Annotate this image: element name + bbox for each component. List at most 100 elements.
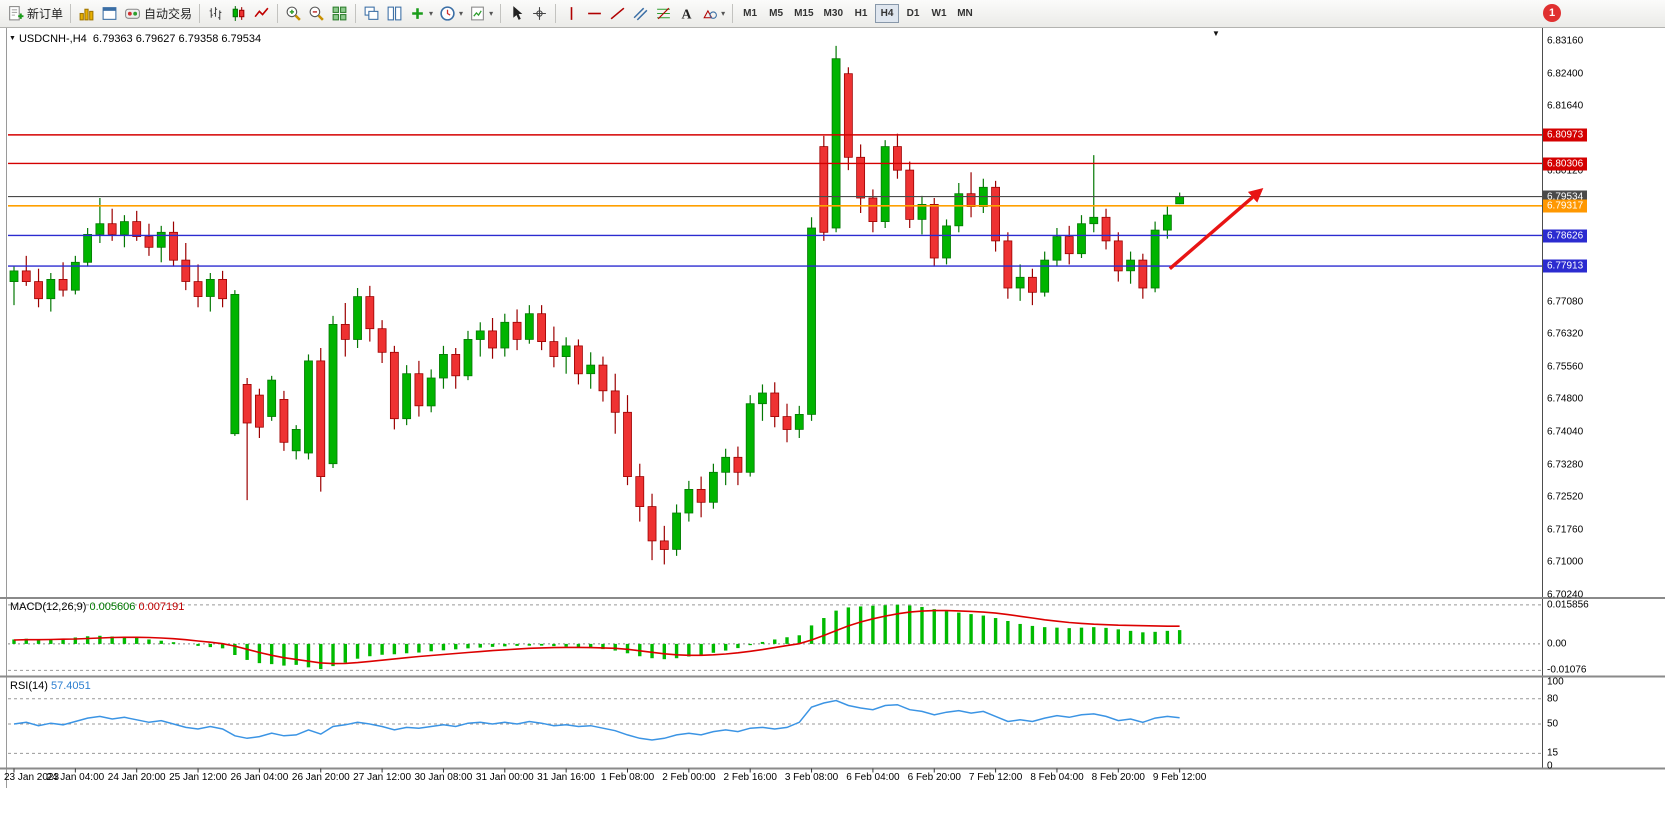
horizontal-lines[interactable] <box>8 134 1542 267</box>
cascade-windows-button[interactable] <box>360 3 383 24</box>
time-axis-label: 6 Feb 04:00 <box>846 772 900 783</box>
market-watch-icon <box>79 8 94 21</box>
macd-axis-label: -0.01076 <box>1547 664 1587 676</box>
horizontal-line-icon <box>588 12 601 15</box>
price-badge: 6.79317 <box>1543 199 1588 213</box>
new-order-button[interactable]: 新订单 <box>4 3 66 24</box>
data-window-button[interactable] <box>98 3 121 24</box>
crosshair-button[interactable] <box>528 3 551 24</box>
toolbar-separator <box>70 4 72 23</box>
auto-trading-button[interactable]: 自动交易 <box>121 3 195 24</box>
chart-title: ▼ USDCNH-,H4 6.79363 6.79627 6.79358 6.79… <box>9 33 261 45</box>
chevron-down-icon: ▾ <box>489 9 494 18</box>
macd-histogram <box>12 604 1182 670</box>
price-axis-label: 6.70240 <box>1547 589 1584 601</box>
indicators-button[interactable]: ▾ <box>406 3 436 24</box>
timeframe-m5-button[interactable]: M5 <box>769 8 784 19</box>
time-axis-label: 1 Feb 08:00 <box>600 772 655 783</box>
periods-button[interactable]: ▾ <box>436 3 466 24</box>
shapes-button[interactable]: ▾ <box>698 3 728 24</box>
toolbar-separator <box>277 4 279 23</box>
market-watch-button[interactable] <box>75 3 98 24</box>
macd-signal-value: 0.007191 <box>138 601 185 613</box>
chevron-down-icon: ▾ <box>721 9 726 18</box>
toolbar-separator <box>500 4 502 23</box>
macd-axis-label: 0.00 <box>1547 638 1567 650</box>
macd-axis-label: 0.015856 <box>1547 599 1589 611</box>
time-axis-label: 8 Feb 04:00 <box>1030 772 1084 783</box>
timeframe-m15-button[interactable]: M15 <box>794 8 814 19</box>
text-button[interactable]: A <box>675 3 698 24</box>
toolbar-button-label: 新订单 <box>27 6 64 21</box>
indicators-icon <box>412 8 423 19</box>
rsi-value: 57.4051 <box>50 680 91 692</box>
channel-button[interactable] <box>629 3 652 24</box>
tile-windows-button[interactable] <box>328 3 351 24</box>
clock-icon <box>440 6 455 21</box>
toolbar-items: 新订单 自动交易 ▾ ▾ ▾ A ▾ M1 M5 M15 M30 H1 H4 D1 W1 MN <box>4 0 978 27</box>
bar-chart-icon <box>209 7 222 20</box>
time-axis-label: 26 Jan 20:00 <box>291 772 350 783</box>
macd-name: MACD(12,26,9) <box>10 601 87 613</box>
candlestick-button[interactable] <box>227 3 250 24</box>
chevron-down-icon: ▾ <box>459 9 464 18</box>
timeframe-h4-button[interactable]: H4 <box>875 4 899 23</box>
price-axis-label: 6.82400 <box>1547 68 1584 80</box>
vertical-line-button[interactable] <box>560 3 583 24</box>
time-axis-label: 24 Jan 04:00 <box>46 772 105 783</box>
bar-chart-button[interactable] <box>204 3 227 24</box>
time-axis-label: 26 Jan 04:00 <box>230 772 289 783</box>
data-window-icon <box>102 7 117 20</box>
toolbar-separator <box>555 4 557 23</box>
time-axis-ticks <box>13 768 1181 773</box>
fibonacci-button[interactable] <box>652 3 675 24</box>
indicator-gridlines <box>8 604 1542 754</box>
time-axis-label: 2 Feb 00:00 <box>662 772 716 783</box>
timeframe-w1-button[interactable]: W1 <box>931 8 947 19</box>
price-axis-label: 6.76320 <box>1547 328 1584 340</box>
cursor-icon <box>513 6 523 20</box>
timeframe-mn-button[interactable]: MN <box>957 8 973 19</box>
zoom-out-button[interactable] <box>305 3 328 24</box>
horizontal-line-button[interactable] <box>583 3 606 24</box>
auto-trading-icon <box>125 8 140 19</box>
rsi-axis-label: 50 <box>1547 718 1559 730</box>
template-icon <box>471 6 484 21</box>
templates-button[interactable]: ▾ <box>466 3 496 24</box>
candlestick-series <box>9 45 1185 565</box>
price-axis-label: 6.72520 <box>1547 491 1584 503</box>
price-axis-label: 6.74800 <box>1547 393 1584 405</box>
price-axis-label: 6.81640 <box>1547 100 1584 112</box>
price-axis-label: 6.74040 <box>1547 426 1584 438</box>
tile-vertical-button[interactable] <box>383 3 406 24</box>
time-axis-label: 25 Jan 12:00 <box>169 772 227 783</box>
zoom-in-button[interactable] <box>282 3 305 24</box>
toolbar: 新订单 自动交易 ▾ ▾ ▾ A ▾ M1 M5 M15 M30 H1 H4 D1 W1 MN <box>0 0 1665 28</box>
macd-indicator-label: MACD(12,26,9) 0.005606 0.007191 <box>10 601 184 613</box>
rsi-axis-label: 80 <box>1547 693 1559 705</box>
trendline-button[interactable] <box>606 3 629 24</box>
cascade-windows-icon <box>364 6 379 20</box>
price-axis-label: 6.75560 <box>1547 361 1584 373</box>
toolbar-separator <box>355 4 357 23</box>
timeframe-m1-button[interactable]: M1 <box>743 8 758 19</box>
zoom-in-icon <box>286 6 301 21</box>
shapes-icon <box>703 9 718 19</box>
chevron-down-icon: ▾ <box>429 9 434 18</box>
macd-signal-line <box>13 609 1180 665</box>
cursor-button[interactable] <box>505 3 528 24</box>
timeframe-m30-button[interactable]: M30 <box>823 8 843 19</box>
time-axis-label: 31 Jan 16:00 <box>537 772 596 783</box>
chart-scroll-icon[interactable]: ▼ <box>1212 29 1220 38</box>
timeframe-d1-button[interactable]: D1 <box>906 8 920 19</box>
rsi-axis-label: 100 <box>1547 676 1564 688</box>
tile-windows-icon <box>332 6 347 21</box>
price-axis-label: 6.71000 <box>1547 556 1584 568</box>
price-axis-label: 6.71760 <box>1547 524 1584 536</box>
trend-arrow[interactable] <box>1168 187 1264 271</box>
timeframe-h1-button[interactable]: H1 <box>854 8 868 19</box>
line-chart-button[interactable] <box>250 3 273 24</box>
notification-badge[interactable]: 1 <box>1543 4 1561 22</box>
